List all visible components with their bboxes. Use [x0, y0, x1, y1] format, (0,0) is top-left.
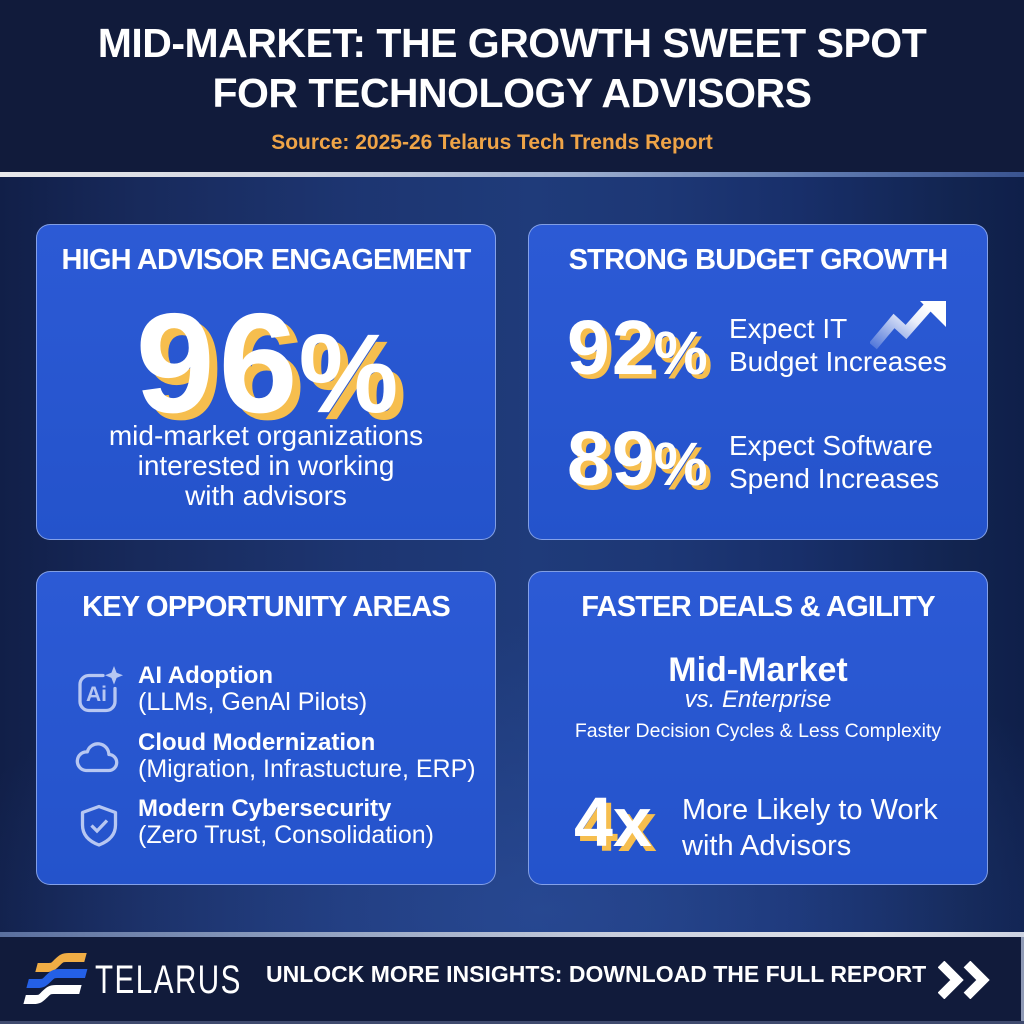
svg-text:Ai: Ai — [86, 683, 107, 706]
